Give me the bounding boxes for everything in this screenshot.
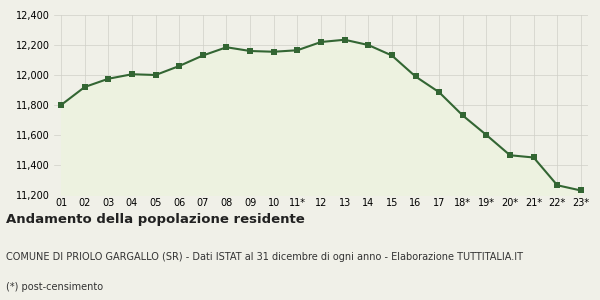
Point [269,49,278,54]
Point [553,183,562,188]
Point [482,133,491,137]
Point [293,48,302,52]
Text: COMUNE DI PRIOLO GARGALLO (SR) - Dati ISTAT al 31 dicembre di ogni anno - Elabor: COMUNE DI PRIOLO GARGALLO (SR) - Dati IS… [6,252,523,262]
Point [529,155,538,160]
Point [245,49,255,53]
Point [104,76,113,81]
Point [175,64,184,68]
Point [340,37,349,42]
Point [127,72,137,76]
Point [387,53,397,58]
Point [80,85,89,89]
Point [316,40,326,44]
Text: Andamento della popolazione residente: Andamento della popolazione residente [6,213,305,226]
Point [151,73,160,77]
Text: (*) post-censimento: (*) post-censimento [6,282,103,292]
Point [221,45,231,50]
Point [505,153,515,158]
Point [458,113,467,118]
Point [411,74,421,79]
Point [576,188,586,193]
Point [56,103,66,107]
Point [434,90,444,94]
Point [198,53,208,58]
Point [364,43,373,47]
